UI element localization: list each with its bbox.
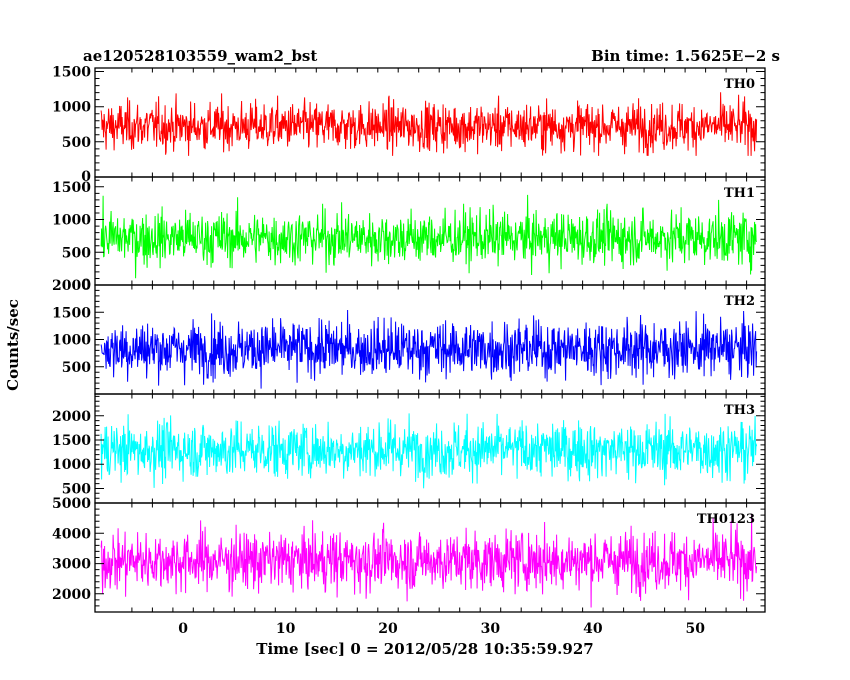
y-ticks — [95, 502, 765, 613]
x-tick-label: 10 — [276, 621, 296, 637]
panel-th3: 500 1000 1500 2000 TH3 — [52, 393, 766, 504]
panel-th2: 500 1000 1500 2000 TH2 — [52, 278, 766, 395]
x-axis-title: Time [sec] 0 = 2012/05/28 10:35:59.927 — [256, 640, 593, 658]
y-tick-label: 1000 — [52, 333, 91, 349]
x-tick-label: 20 — [378, 621, 398, 637]
series-line-th0123 — [100, 513, 758, 608]
panels-group: 500100015000TH0500100015000TH15001000150… — [52, 65, 766, 613]
x-tick-label: 0 — [178, 621, 188, 637]
panel-th0123: 2000 3000 4000 5000 TH0123 — [52, 496, 766, 613]
y-tick-label: 1500 — [52, 65, 91, 81]
plot-title: ae120528103559_wam2_bst — [83, 47, 317, 65]
x-ticks — [131, 503, 748, 612]
y-tick-label: 5000 — [52, 496, 91, 512]
x-axis: 0 10 20 30 40 50 — [178, 621, 705, 637]
series-line-th3 — [100, 413, 758, 489]
x-tick-label: 40 — [583, 621, 603, 637]
y-tick-label: 1000 — [52, 100, 91, 116]
series-line-th0 — [100, 92, 758, 156]
panel-th0: 500 1000 1500 0 TH0 — [52, 65, 766, 185]
x-ticks — [131, 68, 748, 177]
y-tick-label: 1000 — [52, 457, 91, 473]
y-tick-label-zero: 0 — [81, 169, 91, 185]
y-tick-label: 2000 — [52, 278, 91, 294]
y-tick-label: 1500 — [52, 433, 91, 449]
y-tick-label-zero: 0 — [81, 277, 91, 293]
panel-label: TH1 — [724, 186, 755, 201]
x-ticks — [131, 285, 748, 394]
bin-time-label: Bin time: 1.5625E−2 s — [591, 47, 780, 65]
x-ticks — [131, 177, 748, 285]
panel-label: TH3 — [724, 403, 755, 418]
series-line-th1 — [100, 194, 758, 279]
y-tick-label: 500 — [62, 482, 91, 498]
panel-label: TH2 — [724, 294, 755, 309]
y-tick-label: 500 — [62, 135, 91, 151]
y-tick-label: 4000 — [52, 526, 91, 542]
panel-th1: 500 1000 1500 0 TH1 — [52, 176, 766, 293]
y-tick-label: 500 — [62, 245, 91, 261]
x-tick-label: 50 — [686, 621, 706, 637]
panel-label: TH0 — [724, 77, 755, 92]
y-tick-label: 3000 — [52, 557, 91, 573]
x-tick-label: 30 — [481, 621, 501, 637]
panel-label: TH0123 — [697, 512, 755, 527]
y-tick-label: 500 — [62, 360, 91, 376]
x-ticks — [131, 394, 748, 503]
y-tick-label: 1000 — [52, 213, 91, 229]
y-axis-title: Counts/sec — [4, 299, 22, 391]
y-tick-label: 2000 — [52, 587, 91, 603]
y-tick-label: 2000 — [52, 409, 91, 425]
y-tick-label: 1500 — [52, 180, 91, 196]
y-tick-label: 1500 — [52, 305, 91, 321]
series-line-th2 — [100, 309, 758, 389]
